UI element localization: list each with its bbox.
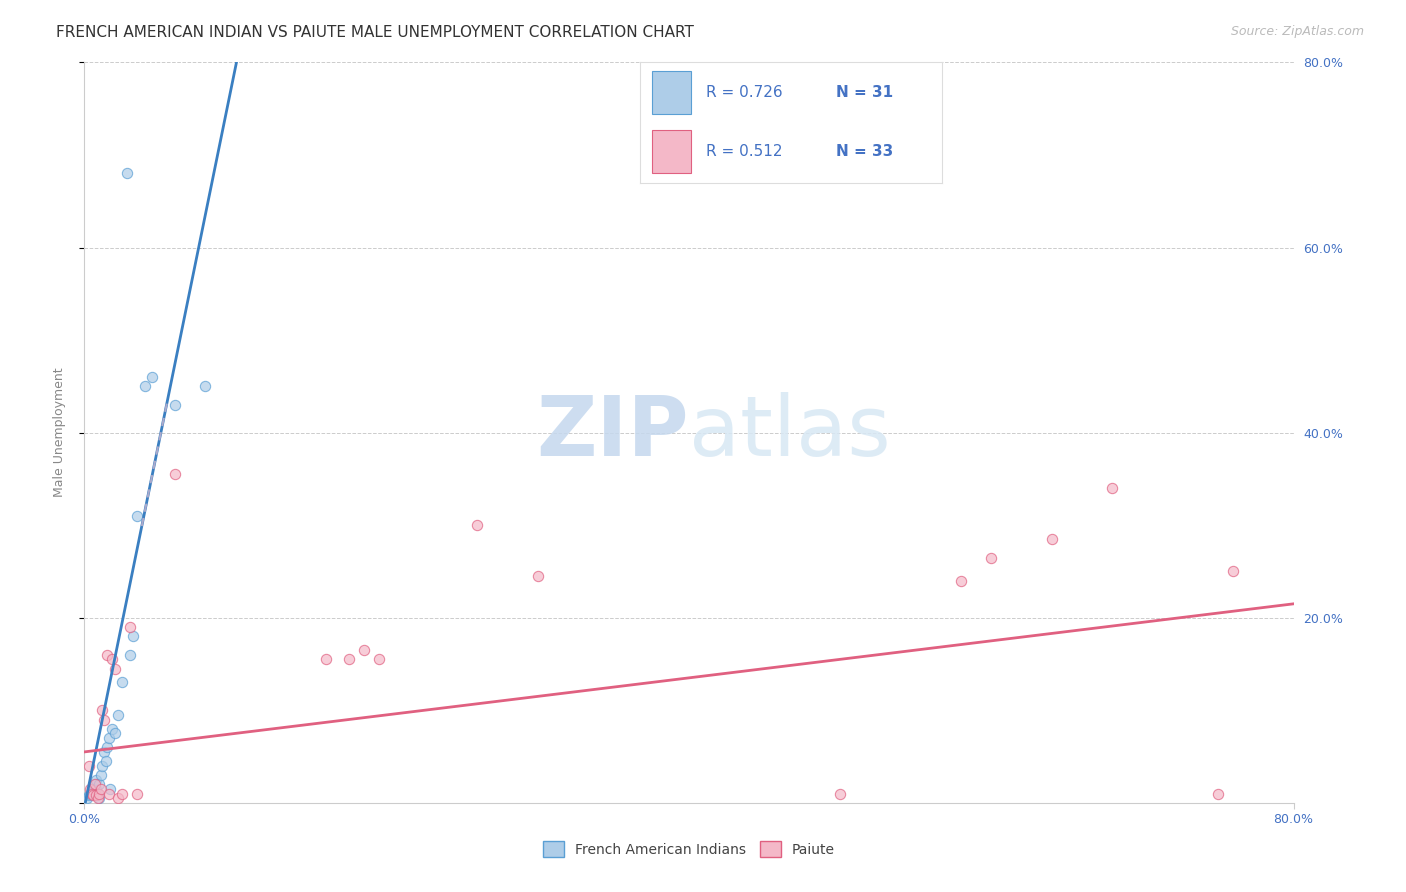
Point — [77, 758, 100, 772]
Point — [89, 777, 111, 791]
Point — [93, 713, 115, 727]
Point — [77, 789, 100, 803]
Bar — [652, 70, 692, 114]
Point — [97, 787, 120, 801]
Point — [165, 467, 187, 482]
Point — [84, 777, 107, 791]
Point — [93, 745, 115, 759]
Point — [1206, 787, 1229, 801]
Point — [96, 740, 118, 755]
Point — [84, 777, 107, 791]
Point — [82, 785, 104, 799]
Point — [107, 707, 129, 722]
Point — [368, 652, 391, 666]
Point — [98, 781, 121, 796]
Text: ZIP: ZIP — [537, 392, 689, 473]
Point — [104, 662, 127, 676]
Bar — [652, 130, 692, 173]
Point — [104, 726, 127, 740]
Point — [91, 703, 114, 717]
Point — [337, 652, 360, 666]
Point — [980, 550, 1002, 565]
Point — [79, 781, 101, 796]
Point — [90, 781, 112, 796]
Text: atlas: atlas — [689, 392, 890, 473]
Point — [97, 731, 120, 745]
Point — [79, 787, 101, 801]
Point — [89, 791, 111, 805]
Point — [118, 648, 141, 662]
Point — [90, 768, 112, 782]
Point — [89, 787, 111, 801]
Point — [127, 508, 149, 523]
Text: FRENCH AMERICAN INDIAN VS PAIUTE MALE UNEMPLOYMENT CORRELATION CHART: FRENCH AMERICAN INDIAN VS PAIUTE MALE UN… — [56, 25, 695, 40]
Text: N = 31: N = 31 — [837, 85, 893, 100]
Point — [91, 758, 114, 772]
Point — [80, 787, 103, 801]
Point — [94, 754, 117, 768]
Point — [315, 652, 337, 666]
Point — [86, 781, 108, 796]
Point — [467, 518, 489, 533]
Point — [134, 379, 156, 393]
Point — [118, 620, 141, 634]
Point — [100, 722, 122, 736]
Point — [80, 787, 103, 801]
Text: N = 33: N = 33 — [837, 144, 893, 159]
Point — [353, 643, 375, 657]
Point — [1101, 481, 1123, 495]
Text: R = 0.726: R = 0.726 — [706, 85, 783, 100]
Point — [86, 772, 108, 787]
Point — [107, 791, 129, 805]
Y-axis label: Male Unemployment: Male Unemployment — [53, 368, 66, 498]
Point — [111, 675, 134, 690]
Point — [127, 787, 149, 801]
Point — [87, 791, 110, 805]
Point — [111, 787, 134, 801]
Point — [76, 791, 98, 805]
Point — [121, 629, 143, 643]
Point — [115, 166, 138, 180]
Point — [1222, 565, 1244, 579]
Point — [82, 789, 104, 803]
Point — [96, 648, 118, 662]
Point — [194, 379, 217, 393]
Point — [87, 787, 110, 801]
Point — [100, 652, 122, 666]
Text: Source: ZipAtlas.com: Source: ZipAtlas.com — [1230, 25, 1364, 38]
Point — [830, 787, 852, 801]
Point — [84, 781, 107, 796]
Point — [86, 789, 108, 803]
Text: R = 0.512: R = 0.512 — [706, 144, 783, 159]
Legend: French American Indians, Paiute: French American Indians, Paiute — [537, 835, 841, 863]
Point — [1040, 532, 1063, 546]
Point — [165, 398, 187, 412]
Point — [950, 574, 973, 588]
Point — [141, 370, 163, 384]
Point — [527, 569, 550, 583]
